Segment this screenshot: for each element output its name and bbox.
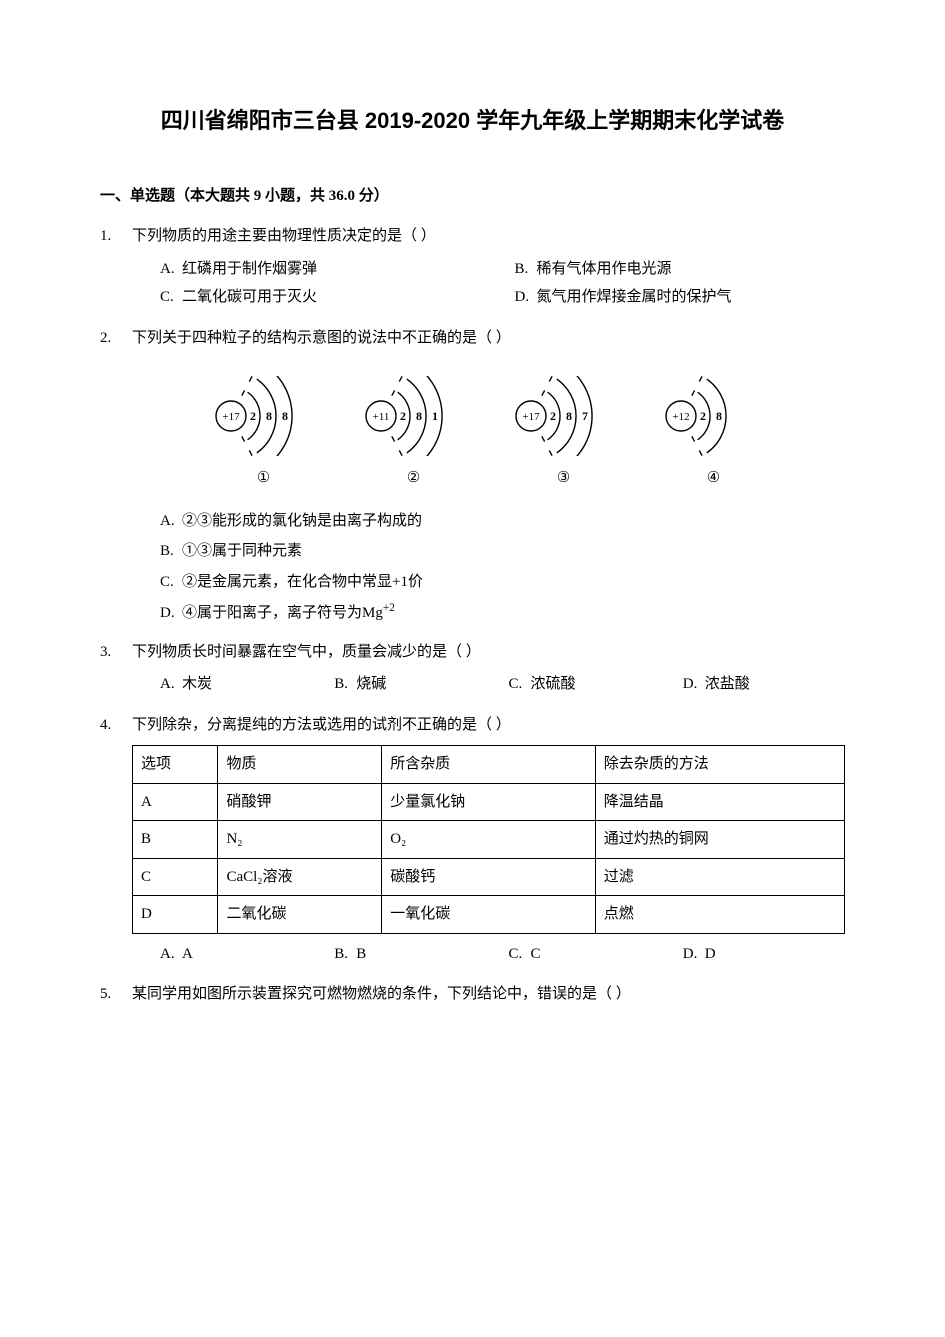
- question-4: 4. 下列除杂，分离提纯的方法或选用的试剂不正确的是（ ） 选项物质所含杂质除去…: [100, 711, 845, 973]
- table-cell: 二氧化碳: [218, 896, 382, 934]
- q-stem: 下列除杂，分离提纯的方法或选用的试剂不正确的是（ ）: [132, 711, 845, 740]
- q-number: 4.: [100, 711, 132, 740]
- q-stem: 下列物质长时间暴露在空气中，质量会减少的是（ ）: [132, 638, 845, 667]
- table-header-cell: 所含杂质: [382, 746, 596, 784]
- svg-text:1: 1: [432, 409, 438, 423]
- svg-text:8: 8: [566, 409, 572, 423]
- option-c: C.二氧化碳可用于灭火: [160, 283, 491, 312]
- q-number: 5.: [100, 980, 132, 1009]
- table-cell: 过滤: [595, 858, 844, 896]
- section-1-header: 一、单选题（本大题共 9 小题，共 36.0 分）: [100, 182, 845, 211]
- table-row: BN₂O₂通过灼热的铜网: [133, 821, 845, 859]
- question-3: 3. 下列物质长时间暴露在空气中，质量会减少的是（ ） A.木炭 B.烧碱 C.…: [100, 638, 845, 703]
- table-header-cell: 物质: [218, 746, 382, 784]
- table-cell: 一氧化碳: [382, 896, 596, 934]
- svg-text:+17: +17: [222, 411, 240, 423]
- q-number: 2.: [100, 324, 132, 353]
- option-b: B.烧碱: [334, 670, 496, 699]
- table-cell: A: [133, 783, 218, 821]
- svg-text:2: 2: [400, 409, 406, 423]
- table-row: CCaCl₂溶液碳酸钙过滤: [133, 858, 845, 896]
- exam-title: 四川省绵阳市三台县 2019-2020 学年九年级上学期期末化学试卷: [100, 100, 845, 142]
- table-row: D二氧化碳一氧化碳点燃: [133, 896, 845, 934]
- svg-text:8: 8: [416, 409, 422, 423]
- q-number: 3.: [100, 638, 132, 667]
- q-stem: 某同学用如图所示装置探究可燃物燃烧的条件，下列结论中，错误的是（ ）: [132, 980, 845, 1009]
- option-d: D.浓盐酸: [683, 670, 845, 699]
- svg-text:+11: +11: [372, 411, 389, 423]
- table-cell: N₂: [218, 821, 382, 859]
- option-a: A.红磷用于制作烟雾弹: [160, 255, 491, 284]
- svg-text:+12: +12: [672, 411, 689, 423]
- q-stem: 下列物质的用途主要由物理性质决定的是（ ）: [132, 222, 845, 251]
- question-2: 2. 下列关于四种粒子的结构示意图的说法中不正确的是（ ） +17 288 +1…: [100, 324, 845, 630]
- svg-text:7: 7: [582, 409, 588, 423]
- svg-text:8: 8: [266, 409, 272, 423]
- atom-caption: ③: [509, 464, 619, 493]
- table-cell: B: [133, 821, 218, 859]
- question-1: 1. 下列物质的用途主要由物理性质决定的是（ ） A.红磷用于制作烟雾弹 B.稀…: [100, 222, 845, 316]
- table-cell: 碳酸钙: [382, 858, 596, 896]
- atom-diagrams-row: +17 288 +11 281 +17 287 +12 28: [132, 376, 845, 456]
- option-b: B.稀有气体用作电光源: [515, 255, 846, 284]
- svg-text:8: 8: [282, 409, 288, 423]
- svg-text:8: 8: [716, 409, 722, 423]
- option-d: D.D: [683, 940, 845, 969]
- atom-caption: ④: [659, 464, 769, 493]
- table-cell: D: [133, 896, 218, 934]
- svg-text:+17: +17: [522, 411, 540, 423]
- option-c: C.C: [509, 940, 671, 969]
- table-cell: 硝酸钾: [218, 783, 382, 821]
- q-stem: 下列关于四种粒子的结构示意图的说法中不正确的是（ ）: [132, 324, 845, 353]
- table-header-cell: 除去杂质的方法: [595, 746, 844, 784]
- table-cell: CaCl₂溶液: [218, 858, 382, 896]
- svg-text:2: 2: [550, 409, 556, 423]
- atom-captions-row: ① ② ③ ④: [132, 464, 845, 493]
- option-a: A.A: [160, 940, 322, 969]
- table-cell: 降温结晶: [595, 783, 844, 821]
- atom-diagram: +11 281: [359, 376, 469, 456]
- atom-diagram: +17 288: [209, 376, 319, 456]
- option-b: B.B: [334, 940, 496, 969]
- impurity-table: 选项物质所含杂质除去杂质的方法A硝酸钾少量氯化钠降温结晶BN₂O₂通过灼热的铜网…: [132, 745, 845, 934]
- table-cell: 点燃: [595, 896, 844, 934]
- table-cell: O₂: [382, 821, 596, 859]
- table-header-cell: 选项: [133, 746, 218, 784]
- table-cell: 通过灼热的铜网: [595, 821, 844, 859]
- atom-diagram: +12 28: [659, 376, 769, 456]
- table-row: A硝酸钾少量氯化钠降温结晶: [133, 783, 845, 821]
- atom-caption: ②: [359, 464, 469, 493]
- option-d: D.氮气用作焊接金属时的保护气: [515, 283, 846, 312]
- atom-caption: ①: [209, 464, 319, 493]
- option-d: D.④属于阳离子，离子符号为Mg+2: [160, 598, 845, 628]
- option-c: C.②是金属元素，在化合物中常显+1价: [160, 568, 845, 597]
- option-a: A.木炭: [160, 670, 322, 699]
- svg-text:2: 2: [250, 409, 256, 423]
- question-5: 5. 某同学用如图所示装置探究可燃物燃烧的条件，下列结论中，错误的是（ ）: [100, 980, 845, 1013]
- q-number: 1.: [100, 222, 132, 251]
- table-cell: 少量氯化钠: [382, 783, 596, 821]
- atom-diagram: +17 287: [509, 376, 619, 456]
- svg-text:2: 2: [700, 409, 706, 423]
- table-cell: C: [133, 858, 218, 896]
- option-b: B.①③属于同种元素: [160, 537, 845, 566]
- option-a: A.②③能形成的氯化钠是由离子构成的: [160, 507, 845, 536]
- option-c: C.浓硫酸: [509, 670, 671, 699]
